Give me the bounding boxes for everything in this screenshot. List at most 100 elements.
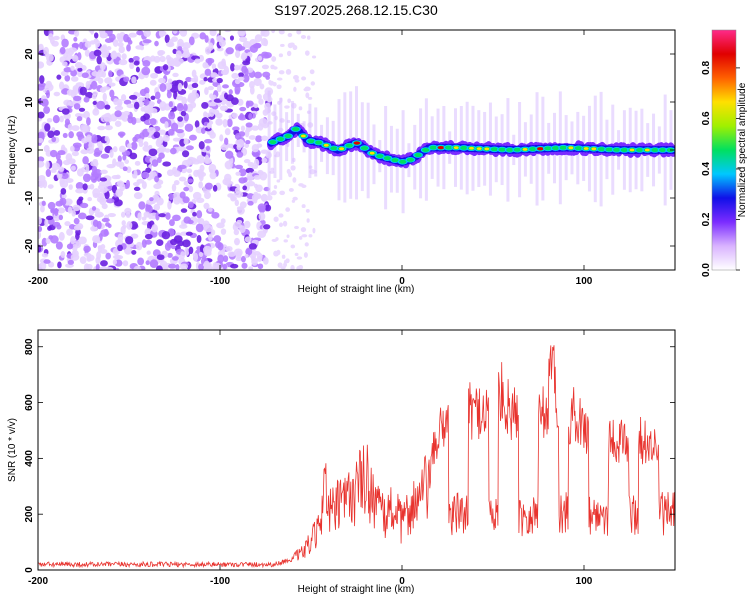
noise-blob [75,182,84,190]
noise-blob [90,174,98,183]
noise-blob [145,260,150,266]
noise-blob [132,136,138,143]
noise-blob [168,38,174,47]
noise-blob [208,163,217,173]
noise-blob [53,91,61,97]
noise-blob [184,247,190,257]
noise-blob [104,190,110,200]
noise-blob [235,250,242,259]
noise-blob [215,118,223,126]
noise-blob [183,186,190,192]
noise-blob [196,235,202,243]
noise-blob [256,93,262,100]
noise-blob [71,209,76,217]
noise-blob [231,72,239,79]
noise-blob [78,236,87,245]
noise-blob [162,134,170,143]
signal-blob [529,147,537,152]
noise-blob [79,86,87,96]
noise-blob [164,34,170,44]
signal-blob [636,148,644,152]
noise-blob [253,103,259,109]
noise-blob [74,62,83,69]
noise-blob [123,33,130,43]
noise-blob [51,136,57,143]
noise-blob [70,165,76,171]
noise-blob [204,138,213,144]
noise-blob [194,58,201,64]
colorbar-label: Normalized spectral amplitude [737,82,748,217]
noise-blob [279,190,286,196]
noise-blob [85,164,90,173]
noise-blob [48,235,54,240]
noise-blob [204,112,212,118]
noise-blob [126,103,135,109]
noise-blob [168,101,174,108]
noise-blob [149,170,154,179]
signal-blob [629,148,635,152]
noise-blob [171,80,179,86]
noise-blob [245,122,253,128]
signal-blob [330,146,338,151]
noise-blob [92,100,97,106]
noise-blob [286,168,291,174]
noise-blob [185,159,193,164]
noise-blob [60,251,66,259]
noise-blob [97,245,103,253]
noise-blob [117,244,123,252]
noise-blob [150,95,156,100]
noise-blob [67,206,73,214]
noise-blob [112,259,118,265]
spectrogram-ytick-label: 20 [24,48,35,60]
noise-blob [171,183,177,192]
noise-blob [205,264,213,270]
noise-blob [38,160,45,168]
noise-blob [234,64,240,71]
noise-blob [270,167,275,172]
signal-blob [469,146,474,150]
noise-blob [213,235,222,243]
noise-blob [262,71,271,78]
noise-blob [81,72,89,79]
noise-blob [149,118,157,126]
noise-blob [291,199,296,203]
noise-blob [68,131,74,139]
noise-blob [145,92,150,99]
colorbar-frame [711,29,737,271]
noise-blob [183,103,188,112]
noise-blob [249,44,258,53]
snr-xtick-label: -200 [28,576,48,587]
noise-blob [84,49,90,57]
noise-blob [101,217,110,223]
noise-blob [276,77,283,81]
noise-blob [259,171,268,181]
noise-blob [223,255,229,263]
noise-blob [47,130,55,139]
noise-blob [136,30,144,36]
noise-blob [230,63,235,72]
noise-blob [45,89,50,99]
noise-blob [87,196,93,202]
signal-blob [613,147,621,152]
noise-blob [92,219,99,227]
noise-blob [175,263,180,270]
noise-blob [73,217,80,225]
noise-blob [216,77,223,84]
noise-blob [145,204,153,214]
noise-blob [176,95,184,101]
noise-blob [143,30,151,38]
noise-blob [104,38,113,43]
noise-blob [229,35,235,41]
noise-blob [182,196,190,204]
noise-blob [263,52,272,59]
noise-blob [54,207,59,217]
signal-blob [506,147,514,152]
noise-blob [82,183,88,191]
noise-blob [225,245,233,252]
noise-blob [199,32,207,40]
noise-blob [50,208,55,214]
noise-blob [198,181,203,189]
noise-blob [82,173,91,183]
noise-blob [131,249,137,255]
noise-blob [249,85,255,95]
